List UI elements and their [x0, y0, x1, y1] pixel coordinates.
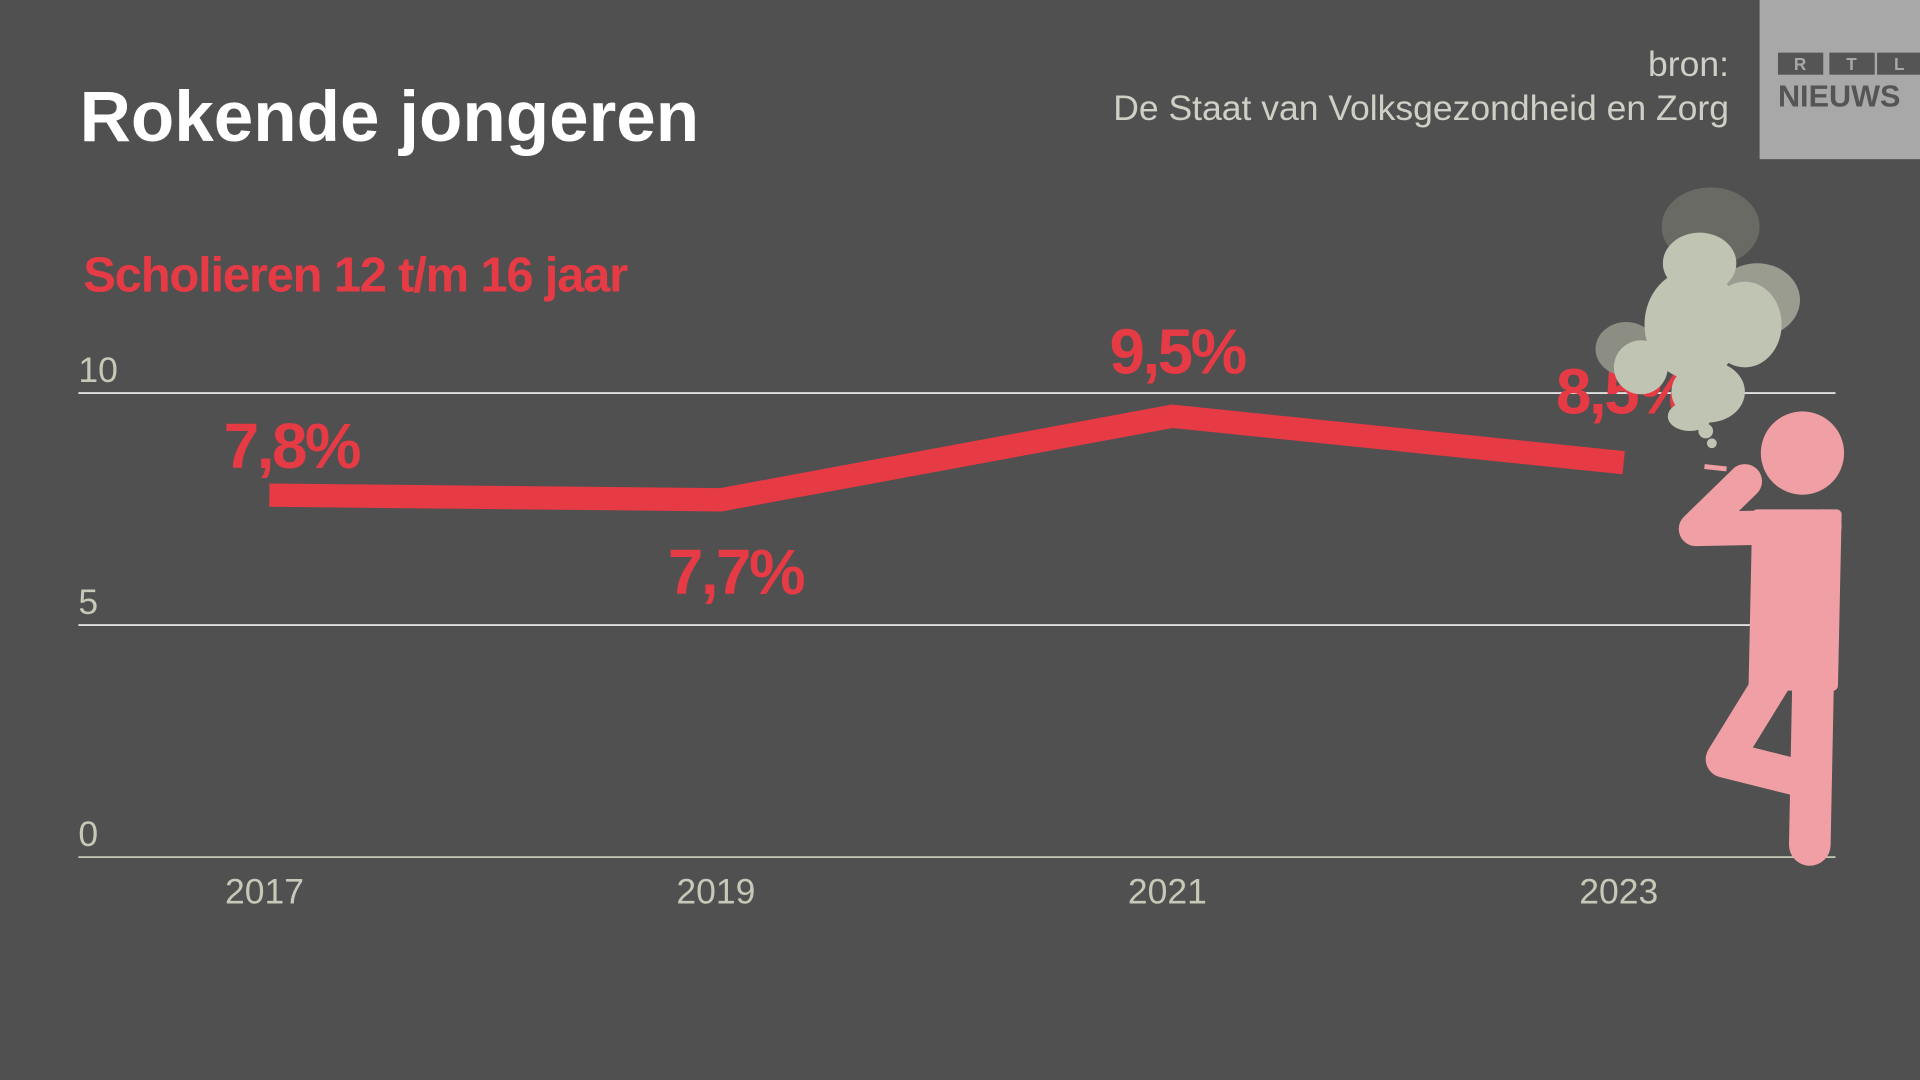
data-label: 9,5%: [1109, 316, 1245, 387]
y-tick-label: 5: [78, 582, 98, 622]
source-label: bron:: [1648, 44, 1729, 84]
source-name: De Staat van Volksgezondheid en Zorg: [1113, 88, 1729, 128]
smoke-icon: [1595, 187, 1800, 449]
y-tick-label: 10: [78, 350, 118, 390]
x-tick-label: 2019: [676, 872, 755, 912]
chart-title: Rokende jongeren: [80, 78, 700, 157]
data-label: 7,7%: [668, 537, 804, 608]
svg-text:R: R: [1794, 54, 1807, 74]
chart-subtitle: Scholieren 12 t/m 16 jaar: [83, 248, 628, 302]
y-tick-label: 0: [78, 814, 98, 854]
smoking-figure-icon: [1595, 187, 1845, 866]
series-line: [269, 404, 1625, 512]
data-label: 7,8%: [224, 411, 360, 482]
x-tick-label: 2021: [1128, 872, 1207, 912]
svg-text:L: L: [1894, 54, 1904, 74]
svg-text:T: T: [1846, 54, 1857, 74]
rtl-nieuws-logo: R T L NIEUWS: [1759, 0, 1920, 160]
svg-text:NIEUWS: NIEUWS: [1778, 80, 1900, 114]
x-tick-label: 2017: [225, 872, 304, 912]
x-tick-label: 2023: [1579, 872, 1658, 912]
